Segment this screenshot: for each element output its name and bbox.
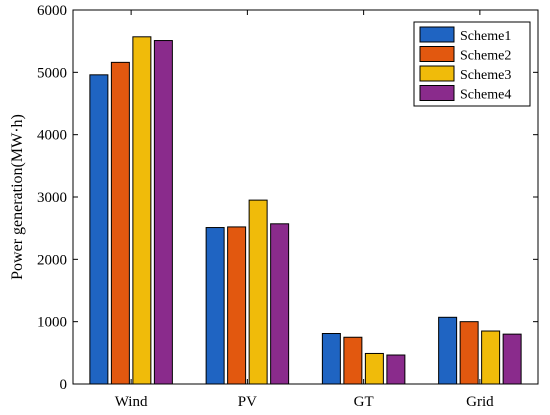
bar-scheme4-gt [386, 354, 406, 385]
bar-scheme4-pv [270, 223, 290, 385]
y-axis-ticks: 0 1000 2000 3000 4000 5000 6000 [37, 3, 538, 393]
y-tick-label: 2000 [37, 252, 67, 268]
bar-scheme1-wind [89, 74, 109, 385]
y-tick-label: 0 [60, 377, 68, 393]
bar-scheme3-wind [132, 36, 152, 385]
bar-scheme2-gt [343, 336, 363, 385]
y-tick-label: 1000 [37, 315, 67, 331]
legend-label: Scheme3 [460, 68, 511, 83]
bar-scheme1-pv [205, 227, 225, 385]
legend-swatch [419, 65, 455, 82]
bar-scheme2-wind [110, 61, 130, 385]
y-tick-label: 4000 [37, 128, 67, 144]
legend-label: Scheme2 [460, 49, 511, 64]
legend-label: Scheme4 [460, 88, 511, 103]
x-category-label: PV [238, 394, 257, 410]
bar-scheme3-pv [248, 199, 268, 385]
bar-scheme1-grid [438, 316, 458, 385]
bar-scheme4-wind [153, 40, 173, 385]
bar-scheme2-grid [459, 321, 479, 385]
y-tick-label: 6000 [37, 3, 67, 19]
legend-swatch [419, 46, 455, 62]
y-tick-label: 5000 [37, 65, 67, 81]
legend-swatch [419, 85, 455, 101]
x-category-label: GT [354, 394, 374, 410]
x-category-label: Wind [115, 394, 148, 410]
y-tick-label: 3000 [37, 190, 67, 206]
bar-scheme2-pv [227, 226, 247, 385]
bar-scheme4-grid [502, 333, 522, 385]
legend-label: Scheme1 [460, 29, 511, 44]
bar-scheme3-grid [481, 330, 501, 385]
bar-scheme3-gt [364, 352, 384, 385]
x-category-label: Grid [466, 394, 494, 410]
legend-swatch [419, 26, 455, 43]
bars-layer [89, 36, 522, 385]
y-axis-title: Power generation(MW·h) [9, 114, 26, 280]
legend: Scheme1 Scheme2 Scheme3 Scheme4 [413, 21, 531, 107]
bar-scheme1-gt [321, 333, 341, 385]
x-axis-categories: Wind PV GT Grid [115, 10, 494, 410]
